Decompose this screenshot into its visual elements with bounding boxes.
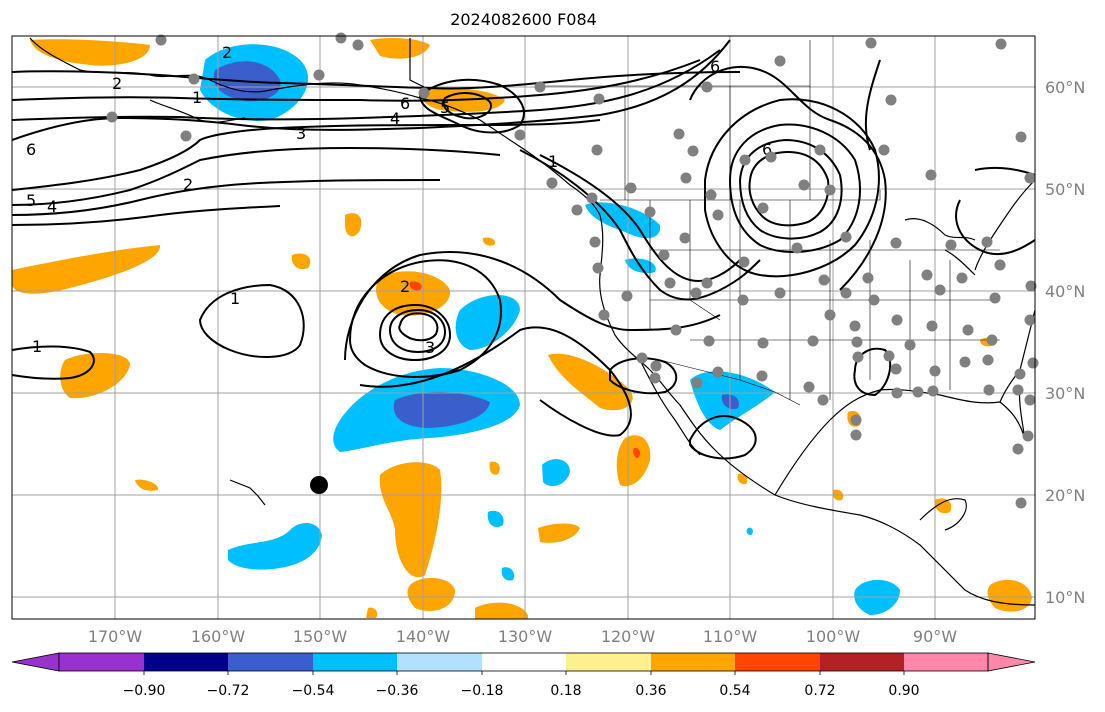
contour-label: 6 — [26, 140, 36, 159]
anomaly-south-orange-1 — [379, 462, 442, 578]
anomaly-blue-small-4 — [746, 527, 753, 535]
colorbar-label: 0.36 — [635, 683, 666, 699]
anomaly-small-orange-3 — [482, 237, 496, 246]
station-points — [106, 32, 1039, 509]
contour-label: 5 — [440, 98, 450, 117]
anomaly-orange-small-9 — [366, 607, 378, 618]
anomaly-orange-east-pac-red — [633, 447, 641, 458]
anomaly-orange-small-4 — [538, 523, 580, 543]
location-marker — [310, 476, 328, 494]
lon-label: 110°W — [703, 627, 758, 646]
anomaly-center-red — [409, 281, 422, 291]
colorbar-label: −0.18 — [461, 683, 504, 699]
lon-label: 120°W — [601, 627, 656, 646]
lat-label: 30°N — [1045, 384, 1085, 403]
anomaly-orange-carib — [987, 579, 1032, 612]
anomaly-orange-small-6 — [135, 479, 159, 491]
colorbar-label: 0.72 — [804, 683, 835, 699]
anomaly-small-orange-2 — [291, 253, 311, 270]
anomaly-small-orange-1 — [345, 213, 362, 237]
colorbar-outline — [58, 652, 989, 672]
colorbar-segment — [651, 653, 735, 671]
colorbar-segment — [228, 653, 313, 671]
colorbar-label: −0.90 — [123, 683, 166, 699]
colorbar-segment — [59, 653, 144, 671]
anomaly-orange-small-5 — [489, 461, 500, 475]
contours — [11, 39, 1036, 460]
contour-label: 1 — [32, 337, 42, 356]
anomaly-west-orange — [12, 245, 161, 294]
colorbar-label: 0.90 — [888, 683, 919, 699]
anomaly-top-orange-2 — [370, 37, 430, 59]
colorbar-label: 0.18 — [550, 683, 581, 699]
contour-label: 3 — [296, 124, 306, 143]
colorbar-label: −0.54 — [292, 683, 335, 699]
contour-label: 6 — [400, 94, 410, 113]
anomaly-orange-baja — [548, 353, 633, 411]
colorbar-label: −0.72 — [207, 683, 250, 699]
colorbar-extend-high — [987, 652, 1036, 672]
map-background — [12, 36, 1035, 619]
lat-label: 40°N — [1045, 282, 1085, 301]
contour-label: 4 — [47, 197, 57, 216]
contour-label: 1 — [230, 289, 240, 308]
colorbar-segment — [313, 653, 397, 671]
colorbar-segment — [397, 653, 482, 671]
colorbar-segment — [735, 653, 820, 671]
lon-tick-labels: 170°W 160°W 150°W 140°W 130°W 120°W 110°… — [88, 627, 957, 646]
anomaly-blue-small-2 — [487, 510, 504, 528]
lat-label: 60°N — [1045, 78, 1085, 97]
lat-label: 20°N — [1045, 486, 1085, 505]
lon-label: 100°W — [806, 627, 861, 646]
contour-label: 2 — [112, 74, 122, 93]
lon-label: 170°W — [88, 627, 143, 646]
lon-label: 160°W — [191, 627, 246, 646]
anomaly-center-blue-1 — [455, 295, 520, 350]
colorbar-segment — [820, 653, 904, 671]
colorbar-extend-low — [11, 652, 60, 672]
lon-label: 90°W — [913, 627, 957, 646]
contour-label: 5 — [26, 191, 36, 210]
lat-tick-labels: 60°N 50°N 40°N 30°N 20°N 10°N — [1045, 78, 1085, 607]
contour-label: 6 — [710, 57, 720, 76]
anomaly-blue-small-1 — [542, 459, 570, 487]
contour-label: 1 — [548, 152, 558, 171]
anomaly-orange-left — [60, 353, 130, 399]
anomaly-orange-east-pac — [616, 435, 651, 487]
colorbar-segment — [566, 653, 651, 671]
lon-label: 130°W — [498, 627, 553, 646]
lat-label: 10°N — [1045, 588, 1085, 607]
anomaly-south-orange-3 — [475, 602, 528, 619]
contour-labels: 2 2 1 6 4 3 2 5 4 6 5 6 1 1 2 3 1 6 — [26, 43, 772, 357]
colorbar-segment — [482, 653, 566, 671]
anomaly-blue-small-3 — [501, 567, 515, 581]
anomaly-orange-yucatan — [934, 498, 952, 514]
lon-label: 150°W — [293, 627, 348, 646]
lon-label: 140°W — [396, 627, 451, 646]
contour-label: 2 — [222, 43, 232, 62]
map-frame — [11, 35, 1036, 620]
anomaly-south-orange-2 — [407, 578, 455, 611]
colorbar-segment — [144, 653, 228, 671]
contour-label: 3 — [425, 338, 435, 357]
colorbar-label: −0.36 — [376, 683, 419, 699]
contour-label: 2 — [400, 277, 410, 296]
colorbar-segment — [904, 653, 988, 671]
anomaly-center-orange — [376, 271, 451, 316]
contour-label: 4 — [390, 109, 400, 128]
contour-label: 2 — [183, 175, 193, 194]
anomaly-orange-small-8 — [737, 473, 748, 485]
colorbar-label: 0.54 — [719, 683, 750, 699]
lat-label: 50°N — [1045, 180, 1085, 199]
contour-label: 1 — [192, 88, 202, 107]
anomaly-blue-hawaii — [228, 523, 322, 570]
colorbar: −0.90 −0.72 −0.54 −0.36 −0.18 0.18 0.36 … — [11, 652, 1036, 699]
shaded-anomalies — [12, 37, 1032, 619]
anomaly-center-darkblue — [393, 391, 490, 428]
map-title: 2024082600 F084 — [450, 10, 597, 29]
contour-label: 6 — [762, 140, 772, 159]
borders — [409, 38, 1000, 406]
